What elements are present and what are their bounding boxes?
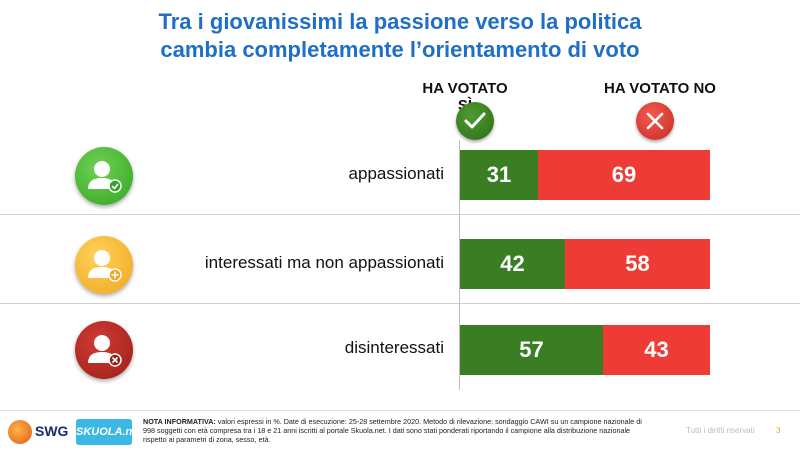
rights-text: Tutti i diritti riservati — [686, 426, 755, 435]
methodology-note: NOTA INFORMATIVA: valori espressi in %. … — [143, 417, 653, 444]
swg-logo-icon — [8, 420, 32, 444]
page-title: Tra i giovanissimi la passione verso la … — [0, 8, 800, 64]
user-plus-icon — [75, 236, 133, 294]
bar-baseline — [459, 140, 460, 390]
bar-yes: 31 — [460, 150, 538, 200]
user-x-icon — [75, 321, 133, 379]
cross-icon — [636, 102, 674, 140]
skuola-logo: SKUOLA.net — [76, 419, 142, 445]
user-check-icon — [75, 147, 133, 205]
note-text: valori espressi in %. Date di esecuzione… — [143, 417, 642, 444]
bar-no: 43 — [603, 325, 710, 375]
page-number: 3 — [776, 426, 781, 435]
bar-no: 58 — [565, 239, 710, 289]
bar-yes-value-label: 31 — [486, 162, 512, 187]
note-title: NOTA INFORMATIVA: — [143, 417, 216, 426]
bar-no-value-label: 58 — [625, 251, 650, 276]
bar-yes: 42 — [460, 239, 565, 289]
row-separator — [0, 214, 800, 215]
category-label: appassionati — [348, 164, 444, 183]
bar-yes: 57 — [460, 325, 603, 375]
check-icon — [456, 102, 494, 140]
title-line-2: cambia completamente l’orientamento di v… — [160, 37, 640, 62]
category-label: disinteressati — [344, 338, 444, 357]
swg-brand: SWG — [35, 423, 69, 439]
column-header-no: HA VOTATO NO — [604, 80, 716, 97]
bar-yes-value-label: 57 — [519, 337, 544, 362]
bar-no-value-label: 69 — [611, 162, 637, 187]
category-label: interessati ma non appassionati — [204, 253, 444, 272]
bar-no: 69 — [538, 150, 710, 200]
bar-no-value-label: 43 — [644, 337, 669, 362]
footer-divider — [0, 410, 800, 411]
title-line-1: Tra i giovanissimi la passione verso la … — [158, 9, 642, 34]
bar-yes-value-label: 42 — [500, 251, 525, 276]
row-separator — [0, 303, 800, 304]
